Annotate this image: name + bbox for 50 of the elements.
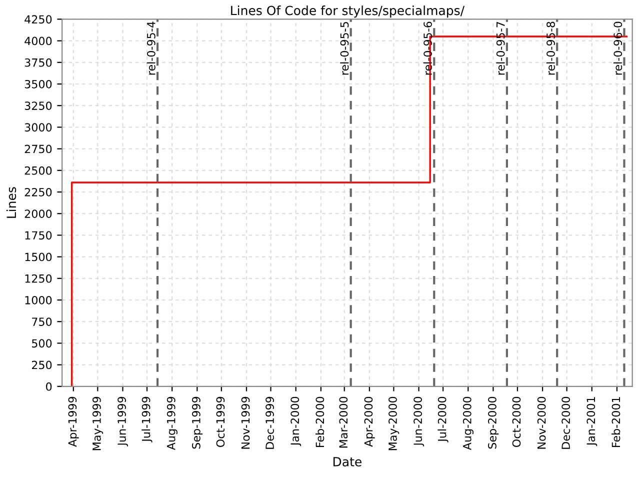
y-tick-label: 1750 bbox=[25, 231, 52, 240]
x-tick-label: Feb-2000 bbox=[316, 396, 324, 447]
y-tick-label: 1500 bbox=[25, 252, 52, 262]
y-tick-label: 2500 bbox=[24, 166, 52, 175]
y-tick-label: 2250 bbox=[24, 188, 52, 196]
x-tick-label: Oct-1999 bbox=[216, 396, 225, 447]
x-tick-label: Jul-1999 bbox=[142, 396, 152, 442]
x-tick-label: Dec-2000 bbox=[562, 396, 570, 449]
y-tick-label: 0 bbox=[46, 382, 52, 391]
ref-line-label: rel-0-96-0 bbox=[613, 22, 622, 75]
x-tick-label: May-1999 bbox=[92, 396, 104, 450]
x-tick-label: Jan-2001 bbox=[586, 397, 598, 446]
x-tick-label: Apr-1999 bbox=[68, 396, 79, 447]
x-tick-label: Sep-2000 bbox=[488, 396, 499, 449]
y-tick-label: 2750 bbox=[24, 144, 52, 154]
y-tick-label: 1250 bbox=[25, 274, 52, 283]
ref-line-label: rel-0-95-6 bbox=[423, 22, 432, 75]
ref-line-label: rel-0-95-8 bbox=[546, 22, 555, 75]
ref-line-label: rel-0-95-7 bbox=[496, 22, 505, 75]
y-tick-label: 1000 bbox=[25, 296, 52, 304]
x-tick-label: Jun-2000 bbox=[414, 396, 424, 446]
y-tick-label: 3000 bbox=[24, 123, 52, 132]
y-tick-label: 4250 bbox=[24, 15, 52, 24]
x-tick-label: Aug-2000 bbox=[462, 396, 474, 450]
ref-line-label: rel-0-95-4 bbox=[146, 22, 156, 75]
x-tick-label: May-2000 bbox=[388, 396, 400, 450]
x-axis-title: Date bbox=[333, 457, 362, 466]
y-tick-label: 3250 bbox=[24, 102, 52, 110]
x-tick-label: Mar-2000 bbox=[339, 396, 348, 448]
ref-line-label: rel-0-95-5 bbox=[340, 22, 349, 75]
x-tick-label: Nov-1999 bbox=[241, 396, 250, 449]
x-tick-label: Feb-2001 bbox=[612, 397, 620, 447]
x-tick-label: Jan-2000 bbox=[290, 396, 302, 446]
x-tick-label: Jul-2000 bbox=[438, 396, 448, 442]
x-tick-label: Apr-2000 bbox=[364, 396, 375, 447]
x-tick-label: Nov-2000 bbox=[537, 396, 546, 449]
y-tick-label: 3750 bbox=[24, 58, 52, 67]
x-tick-label: Dec-1999 bbox=[266, 396, 274, 449]
y-tick-label: 3500 bbox=[24, 80, 52, 88]
y-axis-title: Lines bbox=[6, 187, 16, 218]
y-tick-label: 4000 bbox=[24, 36, 52, 46]
y-tick-label: 500 bbox=[32, 339, 52, 348]
y-tick-label: 250 bbox=[32, 360, 52, 370]
x-tick-label: Aug-1999 bbox=[166, 396, 178, 450]
x-tick-label: Jun-1999 bbox=[118, 396, 128, 446]
x-tick-label: Sep-1999 bbox=[192, 396, 203, 449]
chart-title: Lines Of Code for styles/specialmaps/ bbox=[231, 6, 465, 18]
y-tick-label: 750 bbox=[32, 318, 52, 326]
y-tick-label: 2000 bbox=[24, 210, 52, 218]
x-tick-label: Oct-2000 bbox=[512, 396, 521, 447]
